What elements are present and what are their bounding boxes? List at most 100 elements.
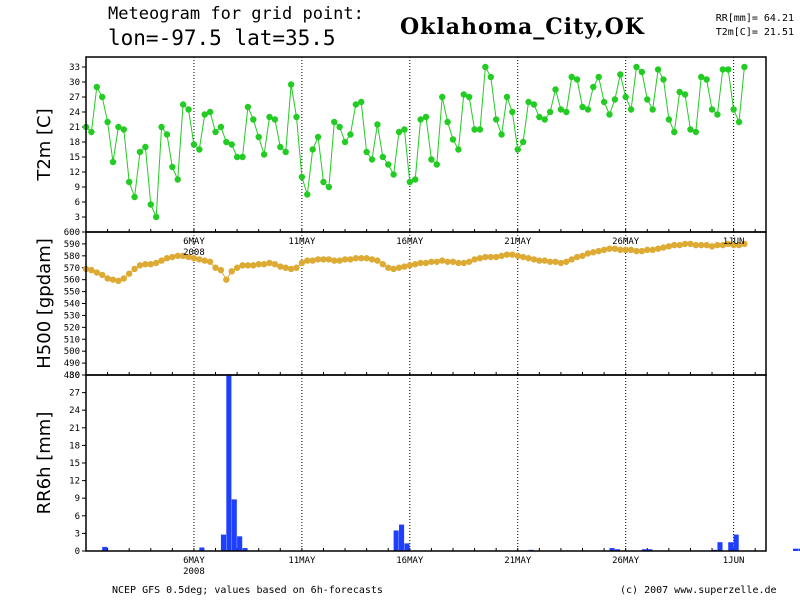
t2m-point <box>341 138 349 146</box>
footer-copyright: (c) 2007 www.superzelle.de <box>620 585 777 596</box>
h500-point <box>412 260 419 268</box>
h500-point <box>385 264 392 271</box>
t2m-point <box>239 153 246 161</box>
t2m-point <box>196 146 203 153</box>
y-tick-label: 12 <box>69 477 80 487</box>
h500-point <box>617 246 624 254</box>
rr-bar <box>242 548 248 551</box>
t2m-point <box>617 71 624 78</box>
y-tick-label: 510 <box>64 335 80 345</box>
t2m-point <box>293 113 300 121</box>
t2m-point <box>557 106 565 113</box>
h500-point <box>698 241 705 249</box>
h500-point <box>314 256 322 263</box>
x-tick-label: 6MAY <box>183 237 205 247</box>
t2m-point <box>552 86 559 93</box>
h500-point <box>665 243 673 250</box>
h500-point <box>298 259 306 267</box>
y-tick-label: 580 <box>64 252 80 262</box>
h500-point <box>730 241 737 249</box>
t2m-point <box>417 116 424 123</box>
h500-point <box>131 265 138 273</box>
t2m-point <box>250 116 257 123</box>
h500-point <box>147 260 154 268</box>
h500-point <box>304 257 311 264</box>
y-tick-label: 27 <box>69 93 80 103</box>
t2m-point <box>455 146 462 153</box>
y-tick-label: 15 <box>69 153 80 163</box>
t2m-point <box>331 118 338 126</box>
h500-point <box>115 277 122 285</box>
h500-point <box>654 245 662 252</box>
rr-bar <box>609 548 615 551</box>
h500-point <box>671 241 678 249</box>
t2m-point <box>320 178 327 186</box>
rr-bar <box>717 542 723 551</box>
t2m-point <box>88 128 95 136</box>
h500-point <box>363 255 370 262</box>
h500-point <box>530 256 538 263</box>
t2m-point <box>735 118 743 126</box>
h500-point <box>438 257 446 264</box>
rr-bar <box>102 546 108 551</box>
h500-point <box>266 259 273 267</box>
h500-point <box>681 240 689 248</box>
h500-point <box>449 258 457 265</box>
x-tick-label: 16MAY <box>396 237 424 247</box>
t2m-point <box>498 131 505 138</box>
h500-point <box>487 253 494 261</box>
t2m-point <box>698 73 705 81</box>
h500-point <box>401 263 408 270</box>
h500-point <box>719 241 727 249</box>
h500-point <box>465 258 473 265</box>
x-year-label: 2008 <box>183 248 205 258</box>
h500-point <box>644 246 651 254</box>
h500-point <box>595 247 602 255</box>
h500-point <box>244 262 252 269</box>
t2m-point <box>692 128 700 136</box>
h500-point <box>482 253 489 261</box>
x-tick-label: 21MAY <box>504 556 532 566</box>
h500-point <box>417 259 424 267</box>
y-axis-label: RR6h [mm] <box>34 412 55 515</box>
t2m-point <box>492 116 500 123</box>
h500-point <box>104 275 111 282</box>
rr-bar <box>792 548 799 551</box>
h500-point <box>320 256 327 263</box>
y-tick-label: 600 <box>64 228 80 238</box>
t2m-point <box>649 106 656 113</box>
t2m-point <box>298 173 306 181</box>
h500-point <box>568 256 575 263</box>
t2m-point <box>509 108 516 116</box>
y-tick-label: 21 <box>69 424 80 434</box>
h500-point <box>692 241 700 249</box>
t2m-point <box>260 151 268 158</box>
h500-point <box>519 253 527 261</box>
rr-bar <box>728 542 734 551</box>
t2m-point <box>671 128 678 136</box>
h500-point <box>142 260 149 268</box>
rr-bar <box>231 499 237 551</box>
h500-point <box>255 260 262 268</box>
y-tick-label: 540 <box>64 300 80 310</box>
h500-point <box>600 246 608 254</box>
t2m-point <box>525 98 532 106</box>
t2m-point <box>152 213 160 221</box>
t2m-point <box>314 133 322 141</box>
t2m-point <box>147 201 154 208</box>
h500-point <box>125 270 133 277</box>
h500-point <box>179 252 187 260</box>
y-tick-label: 27 <box>69 389 80 399</box>
t2m-point <box>169 163 176 171</box>
h500-point <box>201 257 208 264</box>
h500-point <box>708 243 716 250</box>
h500-point <box>120 275 127 282</box>
rr-bar <box>733 534 739 551</box>
t2m-point <box>730 106 737 113</box>
h500-point <box>525 255 532 262</box>
h500-point <box>358 255 365 262</box>
t2m-point <box>719 66 727 73</box>
t2m-point <box>309 146 316 153</box>
t2m-point <box>530 101 538 108</box>
